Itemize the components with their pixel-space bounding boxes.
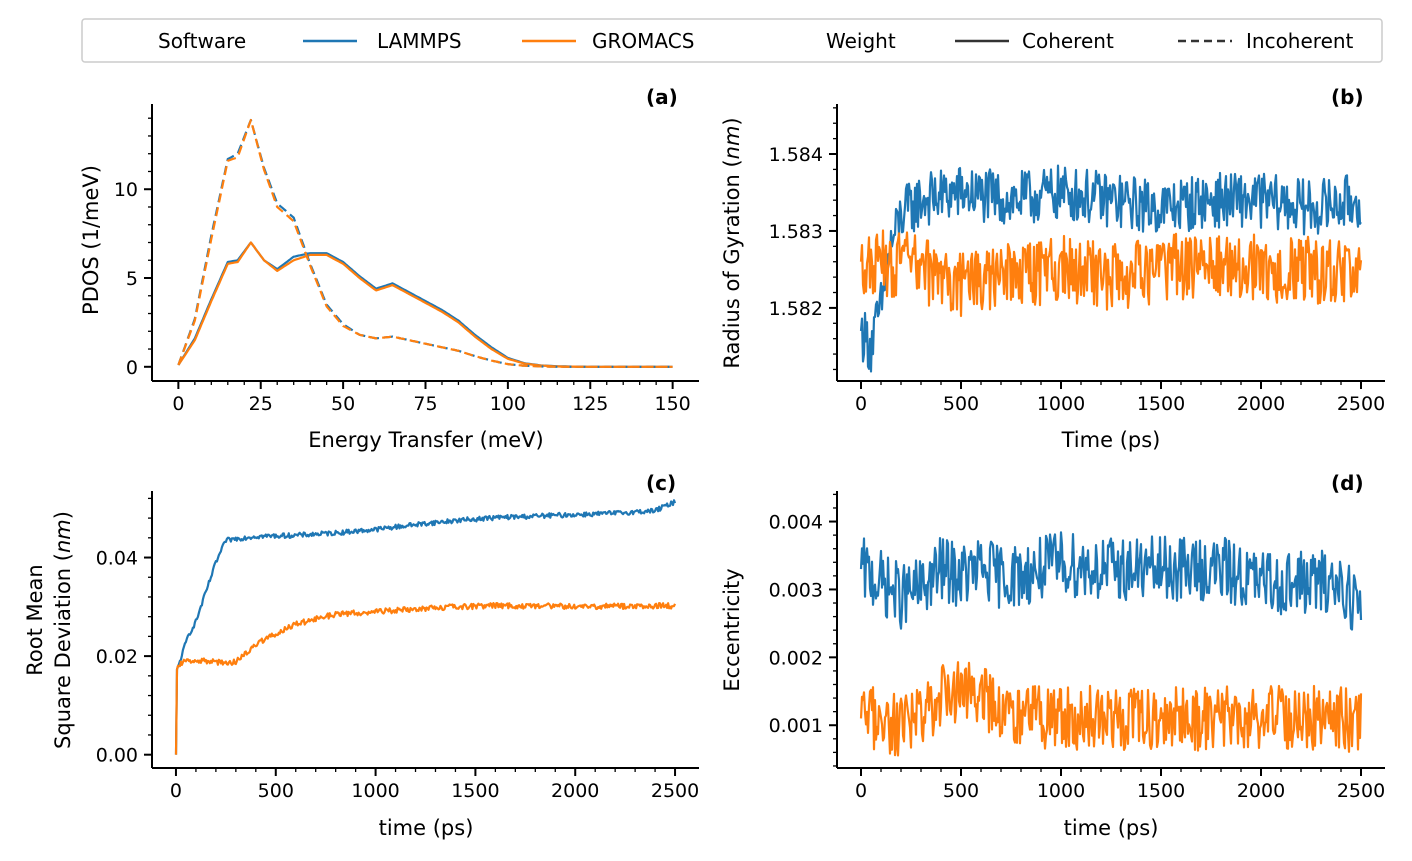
series-line-gromacs	[859, 229, 1363, 318]
x-tick-label: 0	[855, 780, 867, 802]
legend-label-gromacs: GROMACS	[592, 29, 694, 53]
x-tick-label: 500	[943, 393, 979, 415]
panel-d-tag: (d)	[1331, 471, 1364, 495]
x-tick-label: 1000	[1037, 780, 1085, 802]
series-line-lammps	[859, 164, 1362, 373]
y-tick-label: 1.583	[769, 221, 823, 243]
panel-a-plot: 0 25 50 75 100 125 150 0 5 10	[114, 104, 699, 415]
x-tick-label: 2500	[651, 780, 699, 802]
legend-title-software: Software	[158, 29, 246, 53]
x-tick-label: 1000	[351, 780, 399, 802]
panel-b-plot: 0 500 1000 1500 2000 2500 1.582 1.583 1.584	[769, 104, 1385, 415]
panel-c: 0 500 1000 1500 2000 2500 0.00 0.02 0.04 (c) tim…	[23, 471, 699, 840]
y-tick-label: 5	[126, 268, 138, 290]
legend: Software LAMMPS GROMACS Weight Coherent …	[81, 18, 1383, 63]
legend-label-coherent: Coherent	[1022, 29, 1114, 53]
x-tick-label: 0	[170, 780, 182, 802]
x-tick-label: 2000	[551, 780, 599, 802]
x-tick-label: 100	[490, 393, 526, 415]
x-tick-label: 0	[855, 393, 867, 415]
x-tick-label: 1500	[1137, 393, 1185, 415]
panel-a: 0 25 50 75 100 125 150 0 5 10 (a) Energy Transfer…	[79, 85, 699, 452]
series-line-gromacs	[174, 601, 677, 755]
x-tick-label: 125	[572, 393, 608, 415]
x-tick-label: 2000	[1237, 393, 1285, 415]
panel-c-ylabel-line1: Root Mean	[23, 564, 47, 675]
x-tick-label: 0	[172, 393, 184, 415]
series-line-gromacs-incoherent	[177, 118, 673, 368]
panel-c-xlabel: time (ps)	[379, 816, 474, 840]
panel-c-plot: 0 500 1000 1500 2000 2500 0.00 0.02 0.04	[96, 491, 699, 802]
legend-label-incoherent: Incoherent	[1246, 29, 1354, 53]
x-tick-label: 1500	[1137, 780, 1185, 802]
x-tick-label: 75	[413, 393, 437, 415]
y-tick-label: 0.003	[769, 579, 823, 601]
panel-a-tag: (a)	[646, 85, 678, 109]
panel-a-ylabel: PDOS (1/meV)	[79, 165, 103, 315]
panel-a-xlabel: Energy Transfer (meV)	[308, 428, 543, 452]
y-tick-label: 0	[126, 357, 138, 379]
x-tick-label: 500	[943, 780, 979, 802]
x-tick-label: 150	[655, 393, 691, 415]
panel-d-xlabel: time (ps)	[1064, 816, 1159, 840]
legend-label-lammps: LAMMPS	[377, 29, 462, 53]
series-line-lammps-coherent	[177, 241, 673, 368]
y-tick-label: 10	[114, 179, 138, 201]
series-line-gromacs-coherent	[177, 241, 673, 368]
legend-title-weight: Weight	[826, 29, 896, 53]
x-tick-label: 2500	[1337, 393, 1385, 415]
x-tick-label: 500	[258, 780, 294, 802]
y-tick-label: 0.004	[769, 512, 823, 534]
panel-b-tag: (b)	[1331, 85, 1364, 109]
series-line-gromacs	[859, 661, 1363, 757]
series-line-lammps	[174, 499, 677, 755]
legend-box	[81, 18, 1383, 63]
panel-d-ylabel: Eccentricity	[720, 568, 744, 691]
panel-c-tag: (c)	[646, 471, 676, 495]
x-tick-label: 50	[331, 393, 355, 415]
y-tick-label: 1.584	[769, 144, 823, 166]
y-tick-label: 0.00	[96, 745, 138, 767]
panel-b-ylabel: Radius of Gyration (nm)	[720, 117, 744, 368]
y-tick-label: 0.02	[96, 646, 138, 668]
y-tick-label: 1.582	[769, 298, 823, 320]
panel-d: 0 500 1000 1500 2000 2500 0.001 0.002 0.003 0.004…	[720, 471, 1385, 840]
x-tick-label: 1500	[451, 780, 499, 802]
y-tick-label: 0.002	[769, 647, 823, 669]
panel-d-plot: 0 500 1000 1500 2000 2500 0.001 0.002 0.003 0.004	[769, 491, 1385, 802]
y-tick-label: 0.04	[96, 548, 138, 570]
x-tick-label: 2500	[1337, 780, 1385, 802]
panel-c-ylabel-line2: Square Deviation (nm)	[51, 511, 75, 749]
series-line-lammps	[859, 531, 1363, 631]
x-tick-label: 25	[249, 393, 273, 415]
x-tick-label: 1000	[1037, 393, 1085, 415]
x-tick-label: 2000	[1237, 780, 1285, 802]
y-tick-label: 0.001	[769, 715, 823, 737]
panel-b-xlabel: Time (ps)	[1061, 428, 1161, 452]
